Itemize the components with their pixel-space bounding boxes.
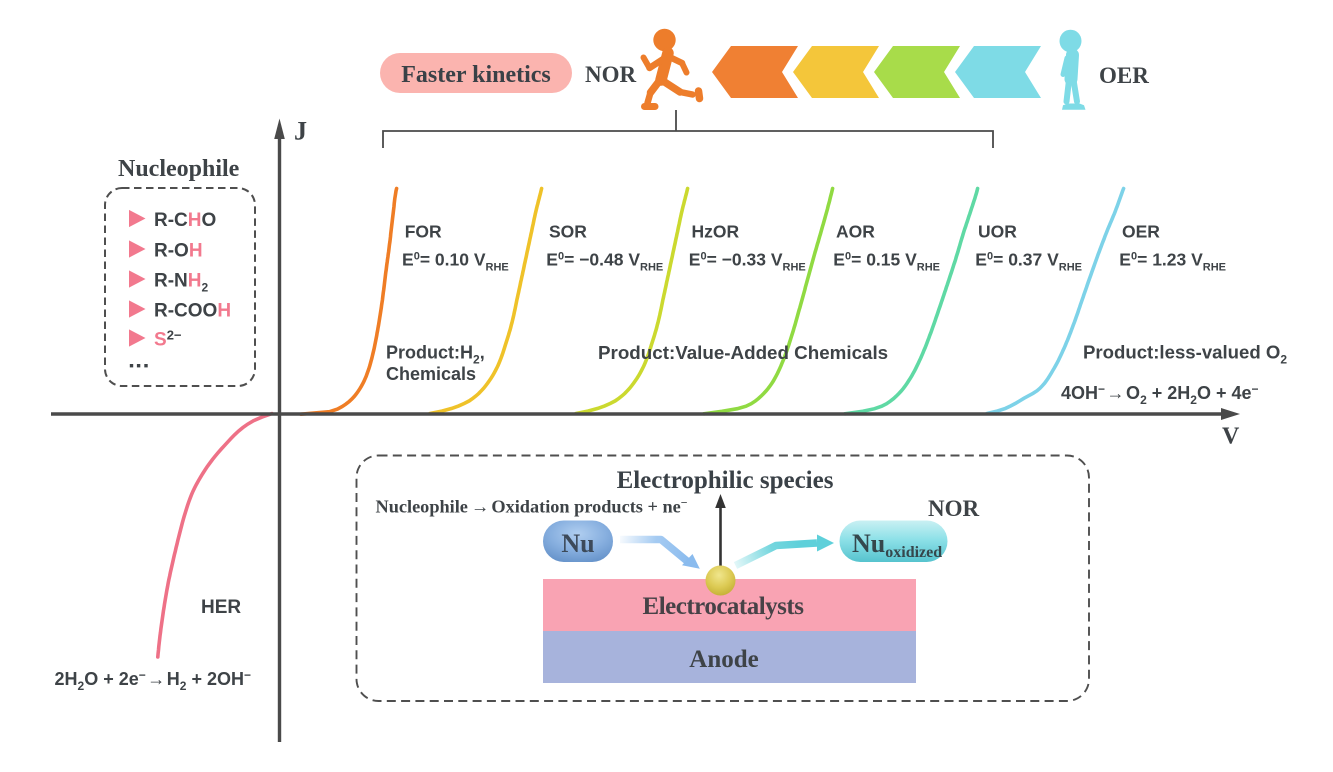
svg-text:R-COOH: R-COOH [154, 301, 231, 322]
svg-text:R-CHO: R-CHO [154, 210, 216, 231]
svg-text:Chemicals: Chemicals [386, 364, 476, 384]
svg-text:FOR: FOR [405, 222, 442, 242]
svg-text:J: J [294, 117, 307, 146]
svg-text:2H2O + 2e− → H2 + 2OH−: 2H2O + 2e− → H2 + 2OH− [55, 668, 252, 693]
svg-text:NOR: NOR [585, 62, 637, 87]
svg-text:Product:Value-Added Chemicals: Product:Value-Added Chemicals [598, 342, 888, 363]
svg-text:Nu: Nu [561, 529, 594, 558]
svg-text:Product:less-valued O2: Product:less-valued O2 [1083, 342, 1287, 367]
svg-text:OER: OER [1122, 222, 1160, 242]
svg-text:UOR: UOR [978, 222, 1017, 242]
svg-text:Faster kinetics: Faster kinetics [401, 62, 551, 88]
svg-text:R-OH: R-OH [154, 241, 203, 262]
svg-text:HER: HER [201, 597, 241, 618]
svg-text:S2−: S2− [154, 328, 182, 351]
svg-text:Nucleophile → Oxidation produc: Nucleophile → Oxidation products + ne− [376, 496, 688, 517]
svg-text:4OH− → O2 + 2H2O + 4e−: 4OH− → O2 + 2H2O + 4e− [1061, 382, 1259, 407]
svg-text:HzOR: HzOR [692, 222, 740, 242]
svg-text:Electrocatalysts: Electrocatalysts [643, 593, 805, 620]
svg-text:V: V [1222, 424, 1240, 450]
svg-text:Anode: Anode [689, 646, 758, 673]
svg-text:Electrophilic species: Electrophilic species [617, 467, 834, 494]
svg-text:AOR: AOR [836, 222, 875, 242]
svg-text:Nuoxidized: Nuoxidized [852, 529, 942, 561]
svg-text:R-NH2: R-NH2 [154, 271, 209, 295]
svg-text:SOR: SOR [549, 222, 587, 242]
svg-text:Nucleophile: Nucleophile [118, 156, 240, 182]
svg-text:NOR: NOR [928, 496, 980, 521]
svg-text:OER: OER [1099, 63, 1149, 88]
